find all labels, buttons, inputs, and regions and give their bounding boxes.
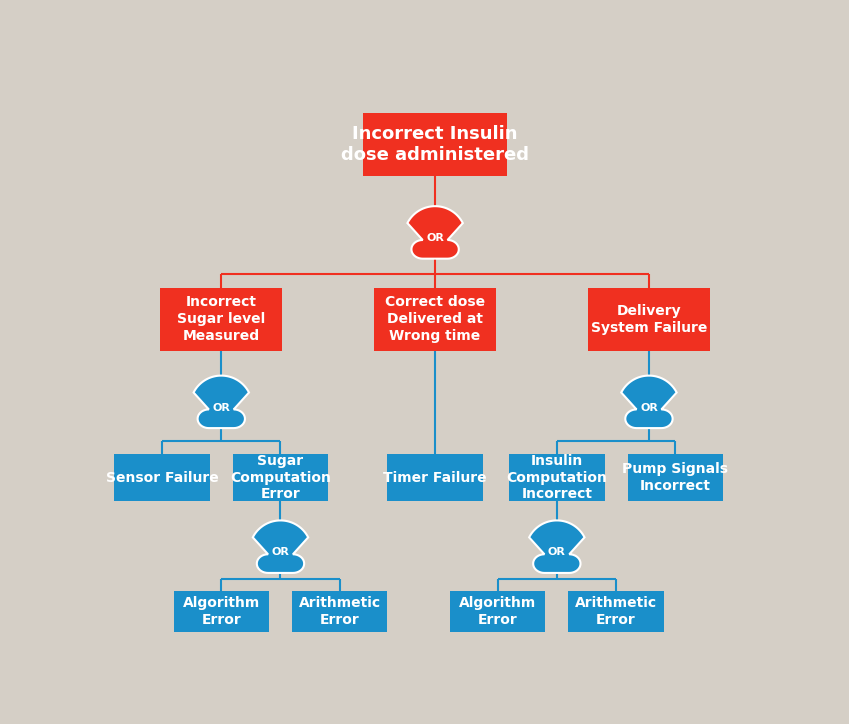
Polygon shape — [408, 206, 463, 258]
FancyBboxPatch shape — [450, 591, 545, 632]
Text: Incorrect Insulin
dose administered: Incorrect Insulin dose administered — [341, 125, 529, 164]
FancyBboxPatch shape — [588, 287, 710, 350]
Text: OR: OR — [272, 547, 290, 557]
FancyBboxPatch shape — [173, 591, 269, 632]
FancyBboxPatch shape — [363, 113, 508, 176]
Text: OR: OR — [426, 233, 444, 243]
FancyBboxPatch shape — [292, 591, 387, 632]
Text: Algorithm
Error: Algorithm Error — [459, 596, 537, 627]
Text: Timer Failure: Timer Failure — [383, 471, 487, 484]
Text: Arithmetic
Error: Arithmetic Error — [299, 596, 380, 627]
Text: Incorrect
Sugar level
Measured: Incorrect Sugar level Measured — [177, 295, 266, 343]
FancyBboxPatch shape — [627, 455, 723, 501]
Polygon shape — [194, 376, 249, 428]
Text: OR: OR — [212, 403, 230, 413]
Text: Sensor Failure: Sensor Failure — [105, 471, 218, 484]
Text: Sugar
Computation
Error: Sugar Computation Error — [230, 454, 331, 502]
Text: OR: OR — [640, 403, 658, 413]
FancyBboxPatch shape — [233, 455, 329, 501]
Text: OR: OR — [548, 547, 565, 557]
Text: Correct dose
Delivered at
Wrong time: Correct dose Delivered at Wrong time — [385, 295, 485, 343]
Text: Arithmetic
Error: Arithmetic Error — [575, 596, 657, 627]
FancyBboxPatch shape — [387, 455, 483, 501]
Text: Insulin
Computation
Incorrect: Insulin Computation Incorrect — [506, 454, 607, 502]
FancyBboxPatch shape — [115, 455, 210, 501]
Polygon shape — [253, 521, 308, 573]
Polygon shape — [621, 376, 677, 428]
FancyBboxPatch shape — [509, 455, 604, 501]
FancyBboxPatch shape — [568, 591, 664, 632]
FancyBboxPatch shape — [374, 287, 496, 350]
Polygon shape — [529, 521, 585, 573]
Text: Pump Signals
Incorrect: Pump Signals Incorrect — [622, 463, 728, 493]
Text: Delivery
System Failure: Delivery System Failure — [591, 304, 707, 334]
Text: Algorithm
Error: Algorithm Error — [183, 596, 260, 627]
FancyBboxPatch shape — [160, 287, 282, 350]
